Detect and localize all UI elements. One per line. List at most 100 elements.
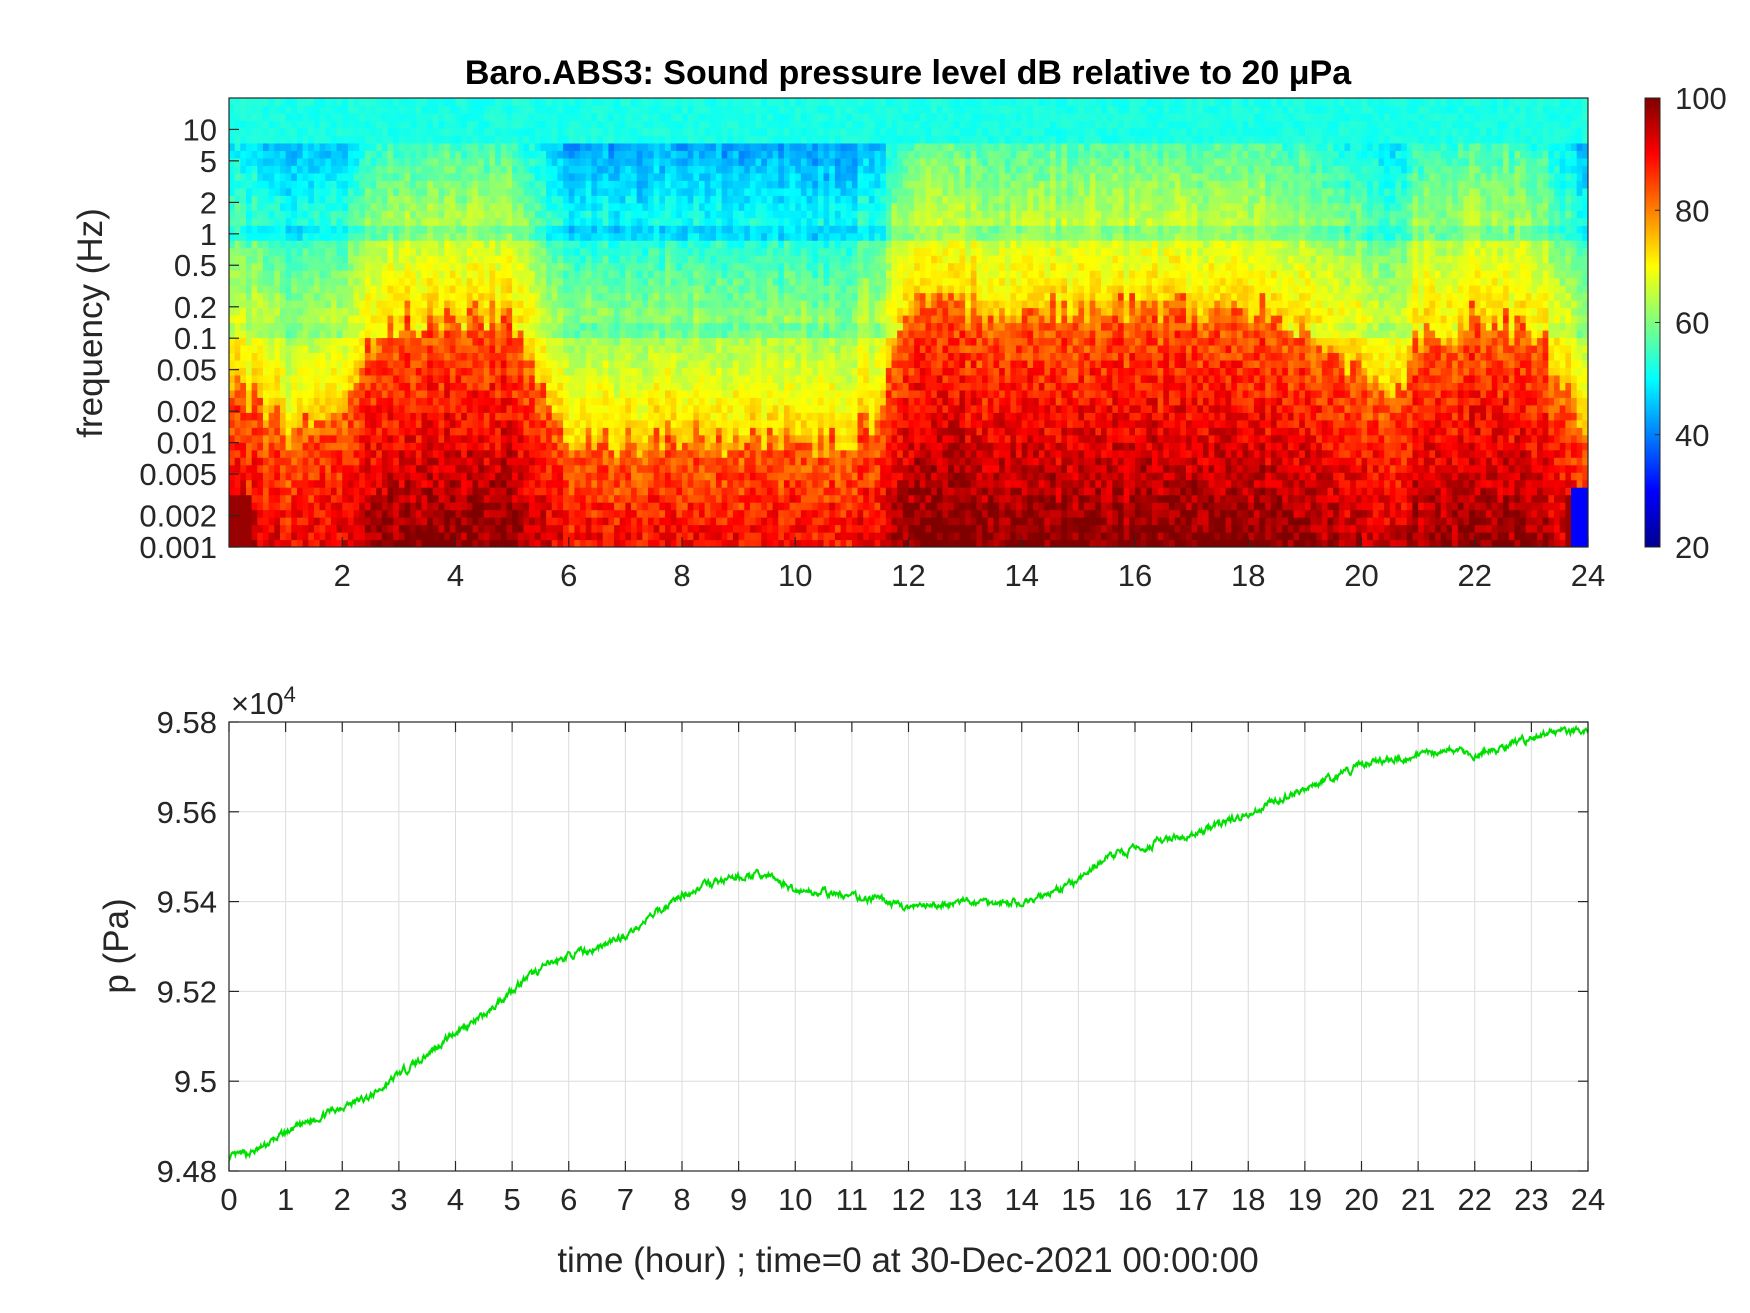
spectrogram-cell: [597, 255, 604, 264]
spectrogram-cell: [427, 509, 434, 518]
spectrogram-cell: [665, 539, 672, 547]
spectrogram-cell: [500, 487, 508, 496]
spectrogram-cell: [602, 120, 609, 129]
spectrogram-cell: [597, 524, 604, 533]
spectrogram-cell: [523, 382, 530, 391]
spectrogram-cell: [614, 502, 621, 511]
spectrogram-cell: [602, 479, 609, 488]
spectrogram-cell: [619, 494, 626, 503]
spectrogram-cell: [427, 172, 434, 181]
spectrogram-cell: [398, 307, 406, 316]
spectrogram-cell: [291, 449, 298, 458]
spectrogram-cell: [291, 329, 298, 339]
spectrogram-cell: [608, 180, 615, 189]
spectrogram-cell: [262, 315, 270, 324]
spectrogram-cell: [517, 142, 525, 151]
spectrogram-cell: [438, 142, 445, 151]
spectrogram-cell: [506, 120, 513, 129]
spectrogram-cell: [682, 472, 689, 481]
spectrogram-cell: [257, 247, 264, 256]
spectrogram-cell: [478, 412, 485, 421]
spectrogram-cell: [676, 434, 683, 443]
spectrogram-cell: [347, 494, 355, 503]
spectrogram-cell: [245, 352, 253, 361]
spectrogram-cell: [319, 172, 326, 181]
spectrogram-cell: [512, 397, 519, 406]
spectrogram-cell: [381, 232, 389, 241]
spectrogram-cell: [432, 352, 440, 361]
spectrogram-cell: [427, 464, 434, 473]
spectrogram-cell: [483, 479, 491, 488]
spectrogram-cell: [478, 217, 485, 226]
spectrogram-cell: [444, 165, 451, 174]
spectrogram-cell: [608, 300, 615, 309]
spectrogram-cell: [427, 389, 434, 398]
spectrogram-cell: [359, 472, 366, 481]
spectrogram-cell: [421, 412, 428, 421]
spectrogram-cell: [342, 292, 349, 301]
spectrogram-cell: [676, 427, 683, 436]
spectrogram-cell: [557, 165, 564, 174]
spectrogram-cell: [597, 98, 604, 107]
spectrogram-cell: [393, 300, 400, 309]
spectrogram-cell: [421, 374, 428, 383]
spectrogram-cell: [274, 165, 281, 174]
spectrogram-cell: [240, 472, 247, 481]
spectrogram-cell: [608, 539, 615, 547]
spectrogram-cell: [461, 315, 468, 324]
spectrogram-cell: [398, 165, 406, 174]
spectrogram-cell: [359, 509, 366, 518]
spectrogram-cell: [512, 240, 519, 249]
spectrogram-cell: [268, 112, 275, 122]
spectrogram-cell: [438, 120, 445, 129]
spectrogram-cell: [693, 329, 700, 339]
spectrogram-cell: [330, 457, 338, 466]
spectrogram-cell: [274, 367, 281, 376]
spectrogram-cell: [229, 532, 236, 541]
spectrogram-cell: [472, 157, 479, 166]
spectrogram-cell: [240, 195, 247, 204]
spectrogram-cell: [676, 487, 683, 496]
spectrogram-cell: [631, 307, 638, 316]
spectrogram-cell: [262, 382, 270, 391]
spectrogram-cell: [313, 202, 321, 211]
spectrogram-cell: [580, 502, 587, 511]
spectrogram-cell: [636, 187, 643, 196]
spectrogram-cell: [398, 532, 406, 541]
spectrogram-cell: [619, 427, 626, 436]
spectrogram-cell: [591, 322, 598, 331]
spectrogram-cell: [591, 539, 598, 547]
spectrogram-cell: [568, 270, 576, 279]
spectrogram-cell: [455, 285, 462, 294]
spectrogram-cell: [483, 195, 491, 204]
spectrogram-cell: [670, 524, 677, 533]
spectrogram-cell: [574, 127, 581, 137]
spectrogram-cell: [517, 315, 525, 324]
spectrogram-cell: [512, 135, 519, 144]
spectrogram-cell: [665, 509, 672, 518]
spectrogram-cell: [534, 539, 542, 547]
spectrogram-cell: [682, 389, 689, 398]
spectrogram-cell: [574, 307, 581, 316]
spectrogram-cell: [404, 494, 411, 503]
spectrogram-cell: [342, 457, 349, 466]
spectrogram-cell: [370, 195, 377, 204]
spectrogram-cell: [682, 487, 689, 496]
spectrogram-cell: [370, 127, 377, 137]
spectrogram-cell: [529, 532, 536, 541]
spectrogram-cell: [421, 494, 428, 503]
spectrogram-cell: [585, 532, 592, 541]
spectrogram-cell: [500, 157, 508, 166]
spectrogram-cell: [444, 472, 451, 481]
spectrogram-cell: [313, 427, 321, 436]
spectrogram-cell: [285, 180, 292, 189]
spectrogram-cell: [591, 255, 598, 264]
spectrogram-cell: [495, 157, 502, 166]
spectrogram-cell: [325, 374, 332, 383]
spectrogram-cell: [393, 352, 400, 361]
spectrogram-cell: [574, 165, 581, 174]
spectrogram-cell: [262, 419, 270, 428]
spectrogram-cell: [563, 202, 570, 211]
spectrogram-cell: [393, 427, 400, 436]
spectrogram-cell: [421, 487, 428, 496]
